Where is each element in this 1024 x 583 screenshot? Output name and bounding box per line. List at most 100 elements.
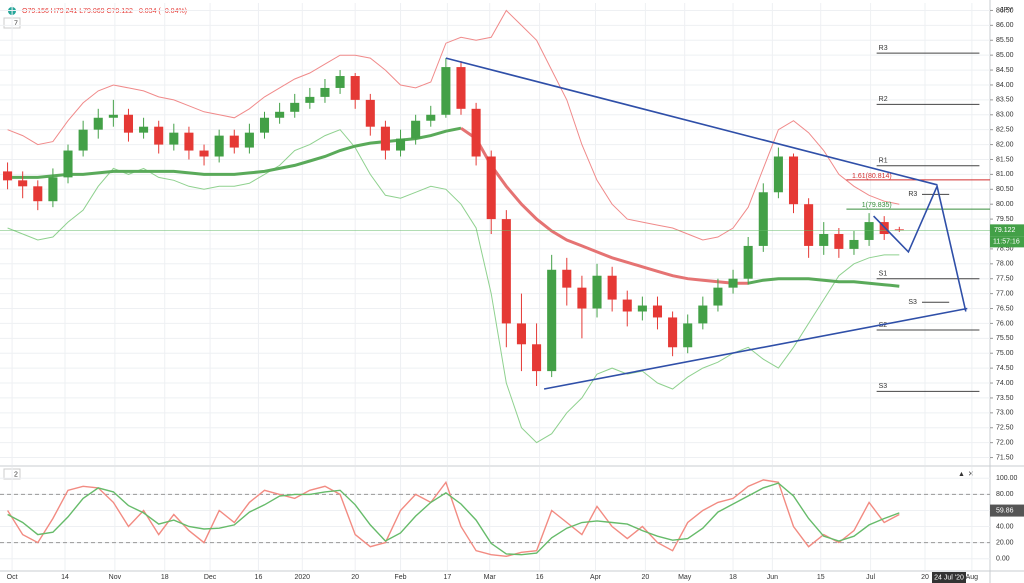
y-tick-label: 72.50	[996, 425, 1014, 432]
y-tick-label: 82.50	[996, 127, 1014, 134]
y-tick-label: 73.50	[996, 395, 1014, 402]
candle-body	[562, 269, 572, 288]
x-tick-label: May	[678, 574, 692, 581]
candle-body	[305, 96, 315, 103]
x-tick-label: Aug	[966, 574, 979, 581]
candle-body	[259, 117, 270, 133]
x-tick-label: Jul	[866, 574, 875, 581]
candle-body	[652, 305, 663, 318]
candle-body	[320, 87, 330, 97]
pane-up[interactable]: ▲	[958, 471, 965, 478]
candle-body	[532, 344, 542, 372]
candle-body	[668, 317, 678, 348]
y-tick-label: 83.50	[996, 97, 1014, 104]
date-label: 24 Jul '20	[934, 574, 964, 581]
y-tick-label: 85.50	[996, 37, 1014, 44]
y-tick-label: 77.00	[996, 290, 1014, 297]
candle-body	[516, 323, 526, 345]
y-tick-label: 86.00	[996, 22, 1014, 29]
candle-body	[486, 156, 496, 220]
candle-body	[788, 156, 799, 205]
candle-body	[184, 132, 194, 151]
x-tick-label: 18	[161, 574, 169, 581]
candle-body	[819, 234, 829, 246]
osc-badge	[990, 504, 1024, 517]
x-tick-label: Feb	[395, 574, 407, 581]
y-tick-label: 79.50	[996, 216, 1014, 223]
x-tick-label: Nov	[109, 574, 122, 581]
candle-body	[864, 222, 874, 240]
candle-body	[471, 108, 481, 157]
candle-body	[713, 287, 723, 306]
candle-body	[48, 177, 58, 202]
candle-body	[743, 245, 753, 279]
pivot-label: R3	[879, 45, 888, 52]
y-tick-label: 75.50	[996, 335, 1014, 342]
candle-body	[78, 129, 88, 151]
ohlc-header: O79.156 H79.241 L79.069 C79.122 −0.034 (…	[22, 8, 187, 15]
y-tick-label: 75.00	[996, 350, 1014, 357]
y-tick-label: 100.00	[996, 475, 1018, 482]
pane-close[interactable]: ✕	[968, 471, 974, 478]
candle-body	[592, 275, 602, 309]
candle-body	[335, 76, 345, 88]
y-tick-label: 86.50	[996, 7, 1014, 14]
y-tick-label: 81.50	[996, 156, 1014, 163]
y-tick-label: 80.00	[996, 201, 1014, 208]
y-tick-label: 76.50	[996, 305, 1014, 312]
candle-body	[411, 120, 421, 139]
x-tick-label: 17	[443, 574, 451, 581]
candle-body	[426, 114, 436, 121]
candle-body	[698, 305, 708, 324]
pane-label: 7	[14, 20, 18, 27]
x-tick-label: Oct	[7, 574, 18, 581]
y-tick-label: 74.00	[996, 380, 1014, 387]
price-badge-label: 79.122	[994, 227, 1016, 234]
candle-body	[169, 132, 179, 145]
candle-body	[804, 204, 814, 246]
candle-body	[139, 126, 149, 133]
x-tick-label: 20	[921, 574, 929, 581]
candle-body	[18, 180, 28, 187]
candle-body	[380, 126, 390, 151]
y-tick-label: 78.00	[996, 261, 1014, 268]
candle-body	[275, 111, 285, 118]
candle-body	[501, 219, 511, 324]
x-tick-label: Jun	[767, 574, 778, 581]
symbol: JPY	[1000, 7, 1013, 14]
y-tick-label: 85.00	[996, 52, 1014, 59]
x-tick-label: Apr	[590, 574, 602, 581]
candle-body	[637, 305, 647, 312]
y-tick-label: 84.50	[996, 67, 1014, 74]
trendline	[445, 57, 938, 186]
y-tick-label: 78.50	[996, 246, 1014, 253]
trendline	[873, 183, 967, 312]
candle-body	[199, 150, 209, 157]
candle-body	[456, 67, 466, 109]
pivot-label: R1	[879, 158, 888, 165]
fib-label: 1.61(80.814)	[852, 173, 892, 180]
x-tick-label: 14	[61, 574, 69, 581]
candle-body	[683, 323, 693, 348]
trendline	[543, 307, 968, 390]
y-tick-label: 40.00	[996, 523, 1014, 530]
candle-body	[758, 192, 768, 246]
y-tick-label: 83.00	[996, 112, 1014, 119]
overlay-line	[7, 9, 900, 241]
y-tick-label: 81.00	[996, 171, 1014, 178]
y-tick-label: 72.00	[996, 439, 1014, 446]
candle-body	[577, 287, 587, 309]
y-tick-label: 80.50	[996, 186, 1014, 193]
price-badge	[990, 224, 1024, 237]
x-tick-label: 20	[641, 574, 649, 581]
candle-body	[33, 186, 43, 202]
candle-body	[894, 229, 904, 231]
candle-body	[123, 114, 134, 133]
x-tick-label: 16	[536, 574, 544, 581]
pivot-label: S3	[879, 383, 888, 390]
candle-body	[849, 239, 859, 249]
y-tick-label: 71.50	[996, 454, 1014, 461]
x-tick-label: Mar	[484, 574, 497, 581]
y-tick-label: 84.00	[996, 82, 1014, 89]
